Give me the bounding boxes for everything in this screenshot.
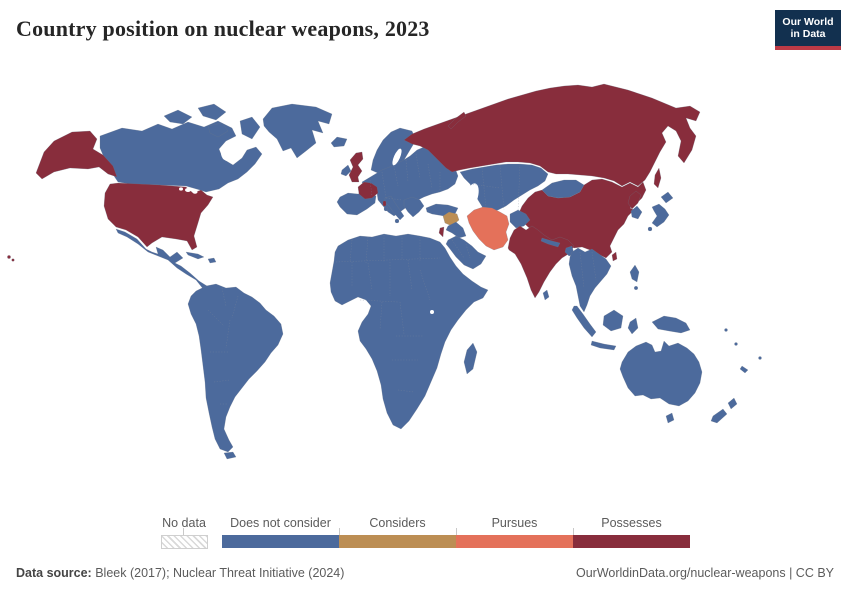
legend-label-pursues[interactable]: Pursues [491, 516, 538, 530]
lake-victoria [430, 310, 434, 314]
country-pacific-island[interactable] [758, 356, 762, 360]
legend-label-possesses[interactable]: Possesses [601, 516, 662, 530]
owid-logo[interactable]: Our World in Data [775, 10, 841, 50]
great-lakes [185, 188, 191, 192]
country-iraq[interactable] [445, 221, 467, 239]
great-lakes [192, 190, 198, 194]
legend-swatch-possesses[interactable] [573, 535, 690, 548]
country-philippines-island[interactable] [633, 285, 639, 291]
country-russia-sakhalin[interactable] [653, 167, 662, 189]
country-new-caledonia[interactable] [739, 365, 749, 374]
country-united-kingdom[interactable] [348, 151, 364, 183]
country-usa[interactable] [103, 182, 214, 251]
page-title: Country position on nuclear weapons, 202… [16, 16, 430, 41]
data-source-label: Data source: [16, 566, 92, 580]
footer: Data source: Bleek (2017); Nuclear Threa… [16, 566, 834, 580]
country-tierra-del-fuego[interactable] [223, 451, 237, 460]
country-sardinia[interactable] [383, 206, 389, 212]
legend-label-does-not-consider[interactable]: Does not consider [230, 516, 331, 530]
baltic-sea [392, 148, 402, 166]
country-south-korea[interactable] [630, 205, 643, 220]
country-new-guinea[interactable] [651, 315, 691, 334]
country-indochina[interactable] [568, 247, 612, 313]
legend-no-data-swatch[interactable] [161, 535, 208, 549]
legend-label-considers[interactable]: Considers [369, 516, 426, 530]
data-source-text: Bleek (2017); Nuclear Threat Initiative … [91, 566, 345, 580]
country-russia-novaya-zemlya[interactable] [447, 111, 467, 130]
country-italy[interactable] [384, 195, 405, 221]
legend-tick [183, 528, 184, 535]
country-nepal[interactable] [540, 237, 561, 248]
country-usa-hawaii[interactable] [7, 255, 11, 259]
country-philippines[interactable] [629, 264, 640, 283]
country-sri-lanka[interactable] [542, 289, 550, 301]
country-mexico[interactable] [115, 228, 215, 298]
legend-swatch-considers[interactable] [339, 535, 456, 548]
country-tasmania[interactable] [665, 412, 675, 424]
country-canada-island[interactable] [207, 122, 229, 138]
caspian-sea [465, 183, 479, 209]
legend-no-data-label[interactable]: No data [162, 516, 206, 530]
great-lakes [179, 187, 183, 191]
legend-tick [573, 528, 574, 535]
country-japan-kyushu[interactable] [647, 226, 653, 232]
legend-swatch-pursues[interactable] [456, 535, 573, 548]
map-legend: No data Does not consider Considers Purs… [0, 514, 850, 552]
country-pacific-island[interactable] [734, 342, 738, 346]
water-bodies [179, 145, 479, 314]
country-japan-honshu[interactable] [651, 203, 670, 228]
country-arabia[interactable] [445, 235, 487, 270]
world-map [0, 70, 850, 510]
country-south-america[interactable] [187, 283, 284, 453]
data-source: Data source: Bleek (2017); Nuclear Threa… [16, 566, 344, 580]
country-sumatra[interactable] [571, 305, 597, 338]
country-borders [207, 153, 597, 405]
country-canada-island[interactable] [163, 109, 193, 125]
country-cuba[interactable] [185, 251, 205, 260]
country-russia[interactable] [403, 83, 701, 187]
country-iceland[interactable] [330, 136, 348, 148]
country-java[interactable] [590, 340, 617, 351]
country-afghanistan[interactable] [509, 209, 531, 229]
country-new-zealand-south[interactable] [710, 408, 728, 424]
country-canada[interactable] [99, 120, 263, 193]
credit-link[interactable]: OurWorldinData.org/nuclear-weapons | CC … [576, 566, 834, 580]
country-iran[interactable] [466, 206, 510, 251]
legend-tick [456, 528, 457, 535]
legend-swatch-does-not-consider[interactable] [222, 535, 339, 548]
country-hispaniola[interactable] [207, 257, 217, 264]
country-ireland[interactable] [340, 164, 352, 177]
country-mongolia[interactable] [541, 179, 585, 199]
owid-logo-line2: in Data [790, 28, 826, 40]
country-australia[interactable] [619, 340, 703, 407]
country-taiwan[interactable] [611, 251, 618, 262]
country-sicily[interactable] [394, 218, 400, 224]
country-usa-alaska[interactable] [35, 130, 118, 180]
country-balkans[interactable] [403, 196, 425, 218]
country-canada-baffin[interactable] [239, 116, 261, 140]
country-israel[interactable] [438, 226, 445, 238]
country-new-zealand-north[interactable] [727, 397, 738, 410]
hudson-bay [221, 145, 235, 161]
legend-bar [222, 535, 690, 548]
country-canada-island[interactable] [197, 103, 227, 121]
country-corsica[interactable] [382, 200, 387, 207]
black-sea [435, 193, 459, 203]
country-africa[interactable] [329, 233, 489, 430]
owid-logo-line1: Our World [782, 16, 834, 28]
legend-tick [339, 528, 340, 535]
country-madagascar[interactable] [463, 342, 478, 375]
country-greenland[interactable] [262, 103, 333, 159]
country-france[interactable] [357, 181, 379, 200]
country-usa-hawaii[interactable] [11, 258, 15, 262]
country-north-korea[interactable] [627, 190, 642, 210]
country-japan-hokkaido[interactable] [660, 191, 674, 204]
country-pacific-island[interactable] [724, 328, 728, 332]
country-sulawesi[interactable] [627, 317, 639, 335]
country-borneo[interactable] [602, 309, 624, 332]
